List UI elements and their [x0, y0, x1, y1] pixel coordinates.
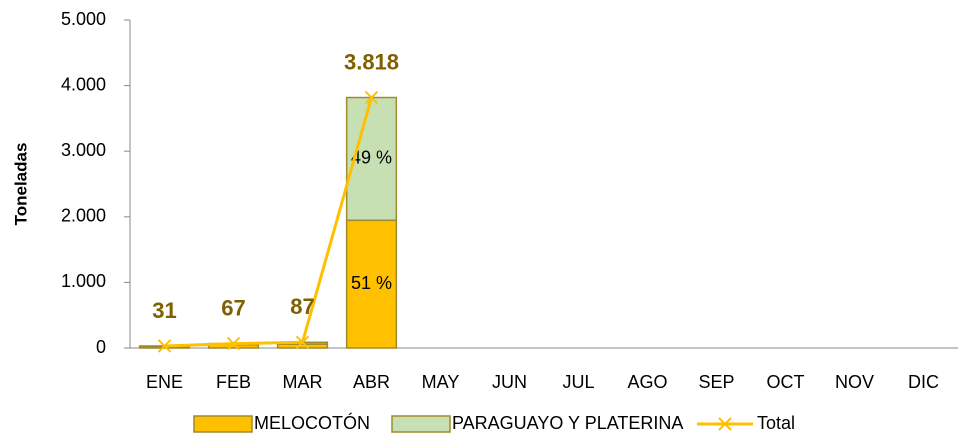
x-tick-label: DIC — [908, 372, 939, 392]
value-label: 87 — [290, 294, 314, 319]
value-label: 31 — [152, 298, 176, 323]
legend-label: Total — [757, 413, 795, 433]
legend-swatch — [193, 415, 253, 433]
y-tick-label: 3.000 — [61, 140, 106, 160]
legend-label: PARAGUAYO Y PLATERINA — [452, 413, 683, 433]
x-tick-label: MAR — [283, 372, 323, 392]
legend-label: MELOCOTÓN — [254, 412, 370, 433]
x-tick-label: ABR — [353, 372, 390, 392]
value-label: 3.818 — [344, 49, 399, 74]
share-label: 49 % — [351, 148, 392, 168]
y-tick-label: 4.000 — [61, 74, 106, 94]
x-tick-label: ENE — [146, 372, 183, 392]
y-tick-label: 5.000 — [61, 9, 106, 29]
x-tick-label: OCT — [767, 372, 805, 392]
legend-swatch — [391, 415, 451, 433]
y-tick-label: 1.000 — [61, 271, 106, 291]
y-axis-label: Toneladas — [11, 143, 30, 226]
total-line — [164, 97, 373, 348]
legend-marker — [718, 417, 732, 431]
value-label: 67 — [221, 295, 245, 320]
share-label: 51 % — [351, 273, 392, 293]
line-marker — [364, 90, 379, 105]
x-tick-label: JUN — [492, 372, 527, 392]
line-marker — [226, 336, 241, 351]
x-tick-label: FEB — [216, 372, 251, 392]
y-tick-label: 2.000 — [61, 206, 106, 226]
x-tick-label: MAY — [422, 372, 460, 392]
x-tick-label: JUL — [562, 372, 594, 392]
line-marker — [295, 335, 310, 350]
x-tick-label: SEP — [698, 372, 734, 392]
bar-segment — [345, 219, 398, 349]
x-tick-label: NOV — [835, 372, 874, 392]
x-tick-label: AGO — [627, 372, 667, 392]
line-marker — [157, 339, 172, 353]
y-tick-label: 0 — [96, 337, 106, 357]
